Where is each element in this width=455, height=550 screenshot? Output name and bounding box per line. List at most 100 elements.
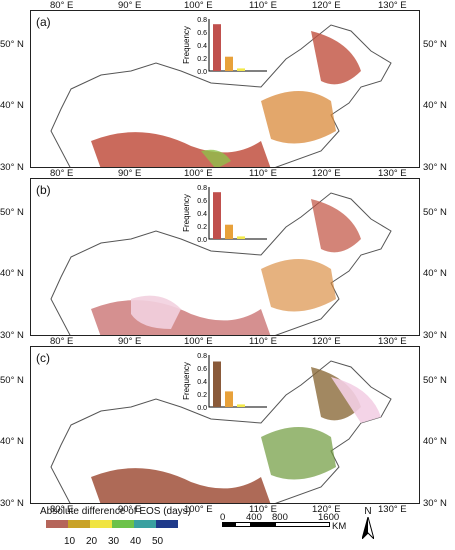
lat-tick: 50° N xyxy=(423,39,447,50)
scale-label: 0 xyxy=(220,512,226,523)
lon-tick: 90° E xyxy=(118,336,142,347)
frequency-bar xyxy=(237,68,245,71)
inset-ytick: 0.0 xyxy=(197,69,207,76)
legend-swatch xyxy=(156,520,178,528)
lon-tick: 130° E xyxy=(378,504,407,515)
map-panel-b: (b) 0.8 0.6 0.4 0.2 0.0 Frequency xyxy=(30,178,420,336)
lat-tick: 40° N xyxy=(0,436,24,447)
lon-tick: 90° E xyxy=(118,0,142,11)
inset-ylabel: Frequency xyxy=(182,194,191,232)
legend-swatch xyxy=(90,520,112,528)
lon-tick: 90° E xyxy=(118,504,142,515)
lon-tick: 100° E xyxy=(184,504,213,515)
inset-ytick: 0.6 xyxy=(197,198,207,205)
scale-label: 1600 xyxy=(318,512,340,523)
legend-tick: 30 xyxy=(108,536,120,547)
lat-tick: 30° N xyxy=(423,162,447,173)
inset-ytick: 0.4 xyxy=(197,379,207,386)
lon-tick: 110° E xyxy=(249,0,277,11)
panel-label: (b) xyxy=(36,183,51,197)
inset-ytick: 0.0 xyxy=(197,237,207,244)
lon-tick: 80° E xyxy=(50,0,74,11)
lat-tick: 30° N xyxy=(0,330,24,341)
inset-ytick: 0.8 xyxy=(197,185,207,192)
inset-axes xyxy=(208,19,267,72)
north-arrow: N xyxy=(361,506,375,542)
legend-tick: 50 xyxy=(152,536,164,547)
lat-tick: 30° N xyxy=(0,498,24,509)
legend-tick: 20 xyxy=(86,536,98,547)
lon-tick: 130° E xyxy=(378,336,407,347)
lat-tick: 50° N xyxy=(423,375,447,386)
inset-ytick: 0.4 xyxy=(197,211,207,218)
panel-label: (a) xyxy=(36,15,51,29)
lat-tick: 30° N xyxy=(423,498,447,509)
inset-ytick: 0.8 xyxy=(197,353,207,360)
frequency-bar xyxy=(213,24,221,71)
map-panel-a: (a) 0.8 0.6 0.4 0.2 0.0 Frequency xyxy=(30,10,420,168)
frequency-bar xyxy=(237,236,245,239)
inset-ytick: 0.2 xyxy=(197,224,207,231)
scale-label: 400 xyxy=(246,512,262,523)
lat-tick: 50° N xyxy=(0,207,24,218)
frequency-inset-a: 0.8 0.6 0.4 0.2 0.0 Frequency xyxy=(181,15,271,79)
inset-axes xyxy=(208,355,267,408)
lon-tick: 100° E xyxy=(184,168,213,179)
legend-title: Absolute difference of EOS (days) xyxy=(40,506,192,517)
frequency-bar xyxy=(225,56,233,71)
lon-tick: 120° E xyxy=(312,168,341,179)
lat-tick: 50° N xyxy=(0,39,24,50)
legend-tick: 10 xyxy=(64,536,76,547)
inset-axes xyxy=(208,187,267,240)
map-a xyxy=(50,24,392,167)
lon-tick: 110° E xyxy=(249,336,277,347)
inset-ytick: 0.6 xyxy=(197,366,207,373)
inset-ytick: 0.2 xyxy=(197,392,207,399)
lon-tick: 120° E xyxy=(312,0,341,11)
scale-bar xyxy=(222,522,330,527)
lon-tick: 100° E xyxy=(184,336,213,347)
lon-tick: 80° E xyxy=(50,336,74,347)
inset-ytick: 0.6 xyxy=(197,30,207,37)
lon-tick: 120° E xyxy=(312,336,341,347)
inset-ytick: 0.2 xyxy=(197,56,207,63)
lat-tick: 40° N xyxy=(423,268,447,279)
inset-ytick: 0.4 xyxy=(197,43,207,50)
lat-tick: 30° N xyxy=(423,330,447,341)
lon-tick: 110° E xyxy=(249,168,277,179)
lat-tick: 50° N xyxy=(0,375,24,386)
legend-swatch xyxy=(134,520,156,528)
lat-tick: 40° N xyxy=(0,100,24,111)
frequency-bar xyxy=(213,192,221,239)
map-c xyxy=(50,360,392,503)
frequency-bar xyxy=(225,224,233,239)
legend-tick: 40 xyxy=(130,536,142,547)
frequency-inset-c: 0.8 0.6 0.4 0.2 0.0 Frequency xyxy=(181,351,271,415)
panel-label: (c) xyxy=(36,351,50,365)
lat-tick: 50° N xyxy=(423,207,447,218)
legend-swatch xyxy=(68,520,90,528)
lat-tick: 30° N xyxy=(0,162,24,173)
lon-tick: 120° E xyxy=(312,504,341,515)
lon-tick: 130° E xyxy=(378,168,407,179)
inset-ytick: 0.0 xyxy=(197,405,207,412)
map-panel-c: (c) 0.8 0.6 0.4 0.2 0.0 Frequency xyxy=(30,346,420,504)
inset-ylabel: Frequency xyxy=(182,362,191,400)
frequency-bar xyxy=(213,361,221,407)
inset-ytick: 0.8 xyxy=(197,17,207,24)
lon-tick: 130° E xyxy=(378,0,407,11)
frequency-bar xyxy=(237,404,245,407)
legend-color-bar xyxy=(46,520,178,528)
lon-tick: 110° E xyxy=(249,504,277,515)
lon-tick: 80° E xyxy=(50,168,74,179)
north-label: N xyxy=(364,506,372,517)
frequency-bar xyxy=(225,391,233,407)
lat-tick: 40° N xyxy=(0,268,24,279)
lat-tick: 40° N xyxy=(423,436,447,447)
lat-tick: 40° N xyxy=(423,100,447,111)
frequency-inset-b: 0.8 0.6 0.4 0.2 0.0 Frequency xyxy=(181,183,271,247)
scale-label: 800 xyxy=(272,512,288,523)
lon-tick: 90° E xyxy=(118,168,142,179)
inset-ylabel: Frequency xyxy=(182,26,191,64)
scale-unit: KM xyxy=(332,521,347,532)
